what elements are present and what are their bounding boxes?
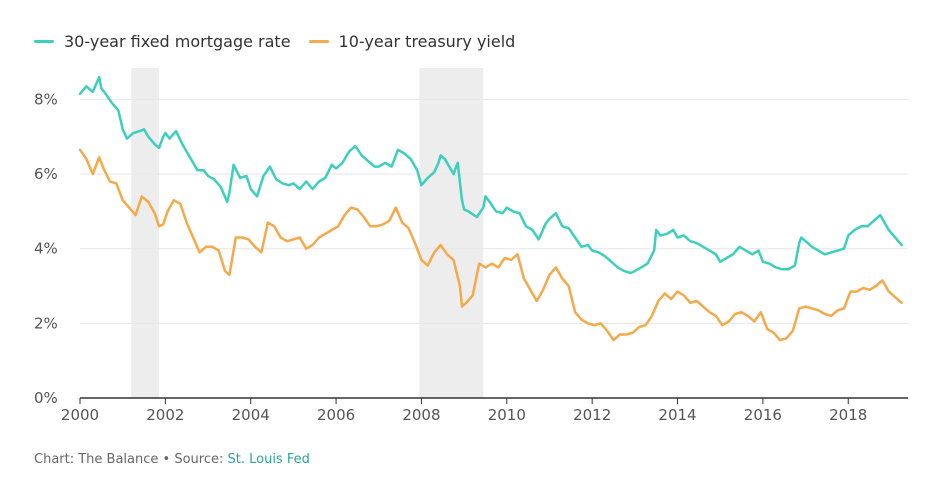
legend-label-mortgage: 30-year fixed mortgage rate	[64, 32, 291, 51]
legend-item-treasury: 10-year treasury yield	[308, 32, 516, 51]
x-tick-label-2012: 2012	[573, 406, 611, 424]
x-tick-label-2006: 2006	[317, 406, 355, 424]
y-tick-label-8: 8%	[34, 90, 58, 108]
series-line-treasury	[78, 148, 903, 342]
recession-band-0	[131, 68, 159, 398]
legend-swatch-treasury	[308, 40, 329, 43]
legend-item-mortgage: 30-year fixed mortgage rate	[34, 32, 291, 51]
source-link[interactable]: St. Louis Fed	[227, 452, 310, 467]
chart-footer: Chart: The Balance • Source: St. Louis F…	[34, 452, 310, 467]
x-tick-label-2004: 2004	[232, 406, 270, 424]
series-line-mortgage	[78, 75, 903, 275]
chart-legend: 30-year fixed mortgage rate 10-year trea…	[34, 32, 515, 51]
x-tick-label-2008: 2008	[402, 406, 440, 424]
y-tick-label-4: 4%	[34, 240, 58, 258]
y-tick-label-6: 6%	[34, 165, 58, 183]
y-tick-label-0: 0%	[34, 389, 58, 407]
chart-credit: Chart: The Balance • Source:	[34, 452, 228, 467]
x-tick-label-2018: 2018	[829, 406, 867, 424]
x-tick-label-2014: 2014	[658, 406, 696, 424]
recession-band-1	[419, 68, 484, 398]
x-tick-label-2010: 2010	[488, 406, 526, 424]
x-tick-label-2016: 2016	[744, 406, 782, 424]
x-tick-label-2000: 2000	[61, 406, 99, 424]
legend-swatch-mortgage	[34, 40, 54, 43]
y-tick-label-2: 2%	[34, 314, 58, 332]
x-tick-label-2002: 2002	[146, 406, 184, 424]
legend-label-treasury: 10-year treasury yield	[338, 32, 516, 51]
